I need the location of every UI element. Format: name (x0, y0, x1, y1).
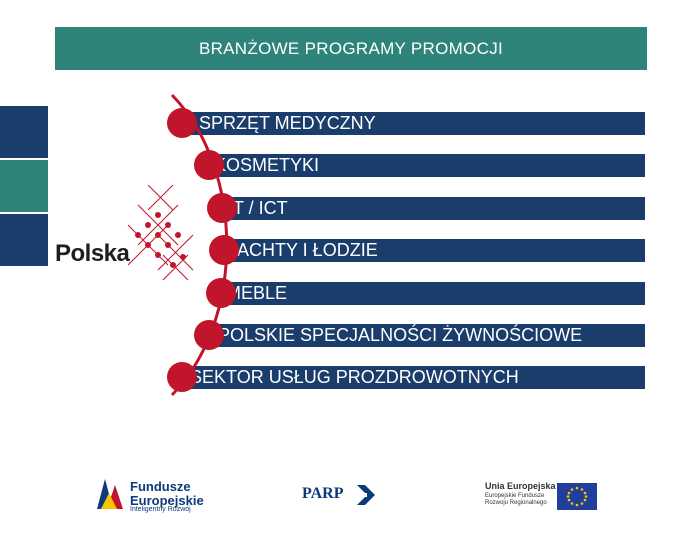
parp-arrow-icon (357, 485, 375, 505)
list-item-label: KOSMETYKI (214, 155, 320, 175)
ue-sub-line-2: Rozwoju Regionalnego (485, 500, 547, 506)
polska-logo: Polska (55, 240, 130, 267)
bullet-dot (207, 193, 237, 223)
list-item[interactable]: KOSMETYKI (208, 154, 645, 177)
bullet-dot (206, 278, 236, 308)
list-item[interactable]: SPRZĘT MEDYCZNY (180, 112, 645, 135)
bullet-dot (167, 362, 197, 392)
list-item[interactable]: SEKTOR USŁUG PROZDROWOTNYCH (180, 366, 645, 389)
list-item-label: MEBLE (226, 283, 288, 303)
parp-logo: PARP (302, 485, 344, 502)
bullet-dot (194, 150, 224, 180)
side-block-teal (0, 160, 48, 212)
list-item-label: SPRZĘT MEDYCZNY (199, 113, 376, 133)
ue-title: Unia Europejska (485, 481, 556, 491)
eu-flag-icon (557, 483, 597, 510)
fe-subtitle: Inteligentny Rozwój (130, 506, 191, 513)
fundusze-europejskie-text: Fundusze Europejskie (130, 480, 204, 508)
page-title-text: BRANŻOWE PROGRAMY PROMOCJI (198, 38, 504, 58)
bullet-dot (167, 108, 197, 138)
ue-subtitle: Europejskie Fundusze Rozwoju Regionalneg… (485, 493, 547, 507)
list-item[interactable]: POLSKIE SPECJALNOŚCI ŻYWNOŚCIOWE (208, 324, 645, 347)
bullet-dot (194, 320, 224, 350)
list-item-label: IT / ICT (228, 198, 288, 218)
list-item[interactable]: JACHTY I ŁODZIE (224, 239, 645, 262)
ue-sub-line-1: Europejskie Fundusze (485, 493, 545, 499)
side-block-blue-bottom (0, 214, 48, 266)
list-item-label: POLSKIE SPECJALNOŚCI ŻYWNOŚCIOWE (218, 325, 583, 345)
polska-pattern-icon (127, 185, 194, 281)
fe-line-2: Europejskie (130, 493, 204, 508)
bullet-dot (209, 235, 239, 265)
fe-line-1: Fundusze (130, 479, 191, 494)
list-item-label: JACHTY I ŁODZIE (228, 240, 378, 260)
side-block-blue-top (0, 106, 48, 158)
list-item[interactable]: IT / ICT (222, 197, 645, 220)
page-title: BRANŻOWE PROGRAMY PROMOCJI (55, 27, 647, 70)
list-item-label: SEKTOR USŁUG PROZDROWOTNYCH (190, 367, 519, 387)
fundusze-europejskie-logo-icon (95, 475, 127, 511)
list-item[interactable]: MEBLE (220, 282, 645, 305)
